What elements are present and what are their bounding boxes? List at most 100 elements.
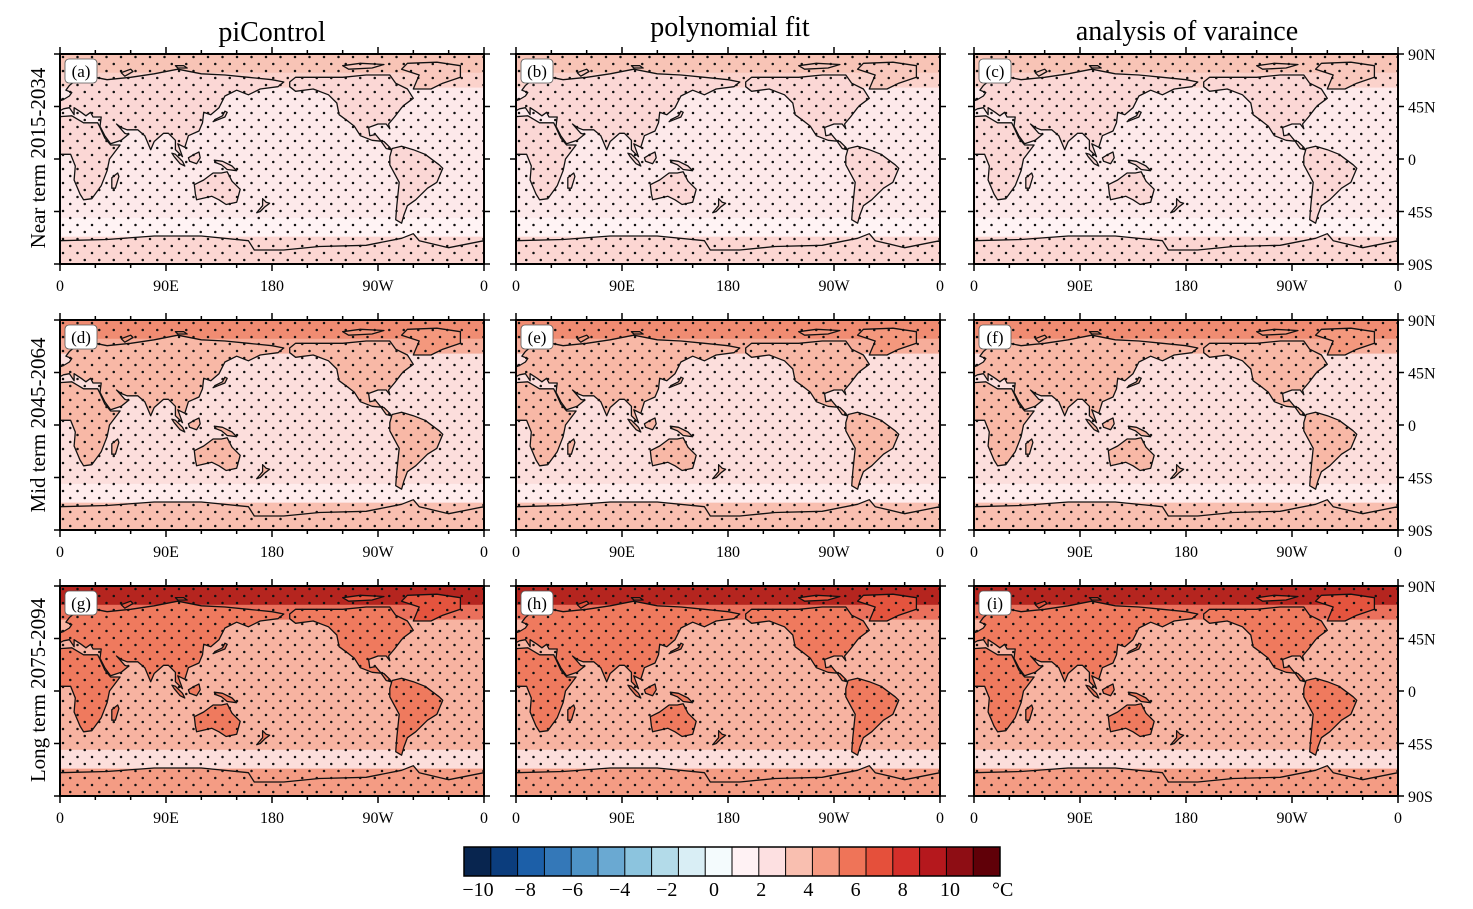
coastline-madagascar xyxy=(111,172,120,189)
colorbar-swatch xyxy=(785,847,813,876)
coastline-japan xyxy=(1126,376,1142,389)
x-tick-label: 90W xyxy=(1276,278,1308,295)
coastline-arctic2 xyxy=(1256,62,1299,70)
coastline-arctic2 xyxy=(1256,594,1299,602)
y-tick-label: 90N xyxy=(1408,313,1436,330)
colorbar-swatch xyxy=(678,847,706,876)
coastline-arctic1 xyxy=(630,331,644,335)
x-tick-label: 90W xyxy=(362,810,394,827)
coastline-newguinea xyxy=(213,691,238,704)
panel-label-box xyxy=(978,590,1012,616)
coastline-borneo xyxy=(1101,151,1115,165)
x-tick-label: 90E xyxy=(609,278,635,295)
coastline-arctic2 xyxy=(798,594,841,602)
coastline-borneo xyxy=(643,151,657,165)
significance-stippling xyxy=(516,320,940,530)
coastline-sumatra xyxy=(627,684,642,699)
coastline-arctic1 xyxy=(174,331,188,335)
x-tick-label: 90E xyxy=(1067,278,1093,295)
y-tick-label: 0 xyxy=(1408,152,1416,169)
coastline-sumatra xyxy=(171,418,186,433)
panel-label-box xyxy=(64,324,98,350)
coastline-southAmerica xyxy=(845,677,900,756)
x-tick-label: 0 xyxy=(970,544,978,561)
coastline-japan xyxy=(1126,642,1142,655)
coastline-africa xyxy=(60,115,121,201)
coastline-sumatra xyxy=(627,152,642,167)
coastline-madagascar xyxy=(111,438,120,455)
map-panel-g: 0 90E 180 90W 0 (g) xyxy=(54,579,490,827)
coastline-greenland xyxy=(1314,327,1376,356)
x-tick-label: 0 xyxy=(936,810,944,827)
panel-label: (h) xyxy=(527,594,547,613)
coastline-antarctica xyxy=(60,499,484,530)
colorbar-swatch xyxy=(651,847,679,876)
coastline-borneo xyxy=(1101,417,1115,431)
map-panel-i: 0 90E 180 90W 0 90N 45N 0 45S 90S (i) xyxy=(968,579,1436,827)
coastline-southAmerica xyxy=(389,677,444,756)
x-tick-label: 0 xyxy=(970,278,978,295)
coastline-arctic1 xyxy=(630,65,644,69)
map-panel-h: 0 90E 180 90W 0 (h) xyxy=(510,579,946,827)
x-tick-label: 90E xyxy=(153,278,179,295)
coastline-arctic2 xyxy=(798,62,841,70)
coastline-japan xyxy=(1126,110,1142,123)
panel-label-box xyxy=(64,590,98,616)
x-tick-label: 0 xyxy=(512,810,520,827)
y-tick-label: 90N xyxy=(1408,579,1436,596)
x-tick-label: 0 xyxy=(56,544,64,561)
y-tick-label: 45S xyxy=(1408,471,1433,488)
panel-label: (g) xyxy=(71,594,91,613)
coastline-japan xyxy=(668,110,684,123)
colorbar-swatch xyxy=(624,847,652,876)
x-tick-label: 90E xyxy=(1067,544,1093,561)
coastline-arctic3 xyxy=(120,600,134,609)
coastline-greenland xyxy=(400,593,462,622)
coastline-northAmerica xyxy=(1203,606,1328,683)
x-tick-label: 0 xyxy=(1394,278,1402,295)
column-title-3: analysis of varaince xyxy=(1076,16,1298,47)
coastline-australia xyxy=(193,703,241,738)
coastline-southAmerica xyxy=(389,145,444,224)
coastline-australia xyxy=(649,703,697,738)
coastline-newzealand xyxy=(712,198,727,214)
coastline-greenland xyxy=(1314,593,1376,622)
x-tick-label: 0 xyxy=(936,278,944,295)
y-tick-label: 45N xyxy=(1408,100,1436,117)
x-tick-label: 180 xyxy=(716,810,740,827)
map-panel-c: 0 90E 180 90W 0 90N 45N 0 45S 90S (c) xyxy=(968,47,1436,295)
colorbar-swatch xyxy=(946,847,974,876)
coastline-arctic3 xyxy=(576,68,590,77)
coastline-greenland xyxy=(856,593,918,622)
coastline-newguinea xyxy=(669,691,694,704)
x-tick-label: 90W xyxy=(362,278,394,295)
coastline-southAmerica xyxy=(1303,677,1358,756)
coastline-antarctica xyxy=(516,233,940,264)
coastline-northAmerica xyxy=(745,74,870,151)
coastline-sumatra xyxy=(1085,152,1100,167)
coastline-arctic2 xyxy=(342,594,385,602)
row-title-mid: Mid term 2045-2064 xyxy=(26,337,50,512)
coastline-arctic1 xyxy=(1088,331,1102,335)
coastline-madagascar xyxy=(567,704,576,721)
significance-stippling xyxy=(974,586,1398,796)
y-tick-label: 90N xyxy=(1408,47,1436,64)
x-tick-label: 90W xyxy=(362,544,394,561)
coastline-greenland xyxy=(856,61,918,90)
colorbar-label: 4 xyxy=(803,879,813,901)
coastline-borneo xyxy=(1101,683,1115,697)
colorbar-label: −4 xyxy=(609,879,630,901)
colorbar-label: 0 xyxy=(709,879,719,901)
colorbar-swatch xyxy=(732,847,760,876)
colorbar-swatch xyxy=(544,847,572,876)
x-tick-label: 0 xyxy=(480,544,488,561)
panel-label: (a) xyxy=(72,62,91,81)
coastline-sumatra xyxy=(171,152,186,167)
coastline-arctic3 xyxy=(120,68,134,77)
significance-stippling xyxy=(60,54,484,264)
colorbar-label: 6 xyxy=(851,879,861,901)
coastline-southAmerica xyxy=(845,411,900,490)
coastline-greenland xyxy=(400,61,462,90)
x-tick-label: 90W xyxy=(818,544,850,561)
